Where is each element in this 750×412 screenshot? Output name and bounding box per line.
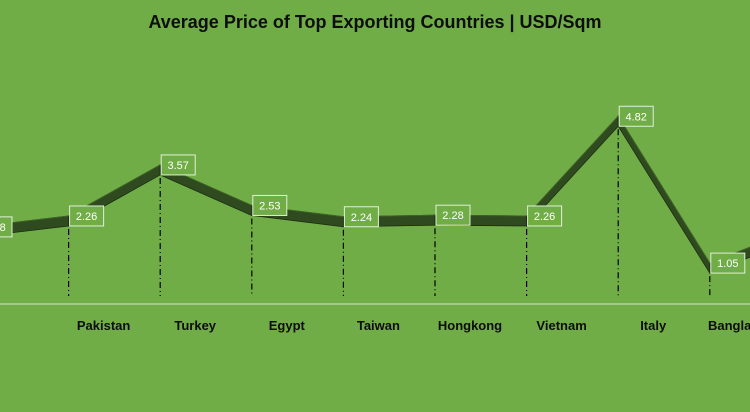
data-label-value: 2.53	[259, 200, 280, 212]
data-label-6: 2.26	[527, 205, 563, 227]
data-label-2: 3.57	[160, 154, 196, 176]
data-label-value: 2.28	[442, 210, 463, 222]
data-label-value: 2.24	[351, 212, 372, 224]
data-label-box	[435, 204, 471, 226]
data-label-0: 1.98	[0, 216, 13, 238]
data-label-box	[343, 206, 379, 228]
category-labels: Pakistan Turkey Egypt Taiwan Hongkong Vietnam…	[77, 318, 750, 333]
category-label-6: Vietnam	[536, 318, 586, 333]
data-label-7: 4.82	[618, 105, 654, 127]
data-label-box	[710, 252, 746, 274]
data-label-8: 1.05	[710, 252, 746, 274]
data-label-value: 3.57	[167, 160, 188, 172]
data-label-value: 1.98	[0, 222, 6, 234]
data-label-box	[69, 205, 105, 227]
category-label-2: Turkey	[174, 318, 216, 333]
series-segment-top-7	[617, 115, 711, 264]
data-label-3: 2.53	[252, 194, 288, 216]
series-ribbon	[0, 114, 750, 275]
data-labels: 1.982.263.572.532.242.282.264.821.051.98	[0, 105, 746, 274]
series-segment-7	[617, 114, 711, 275]
chart-title: Average Price of Top Exporting Countries…	[148, 12, 601, 32]
data-label-5: 2.28	[435, 204, 471, 226]
category-label-4: Taiwan	[357, 318, 400, 333]
data-label-value: 2.26	[76, 211, 97, 223]
data-label-box	[527, 205, 563, 227]
data-label-box	[252, 194, 288, 216]
category-label-7: Italy	[640, 318, 667, 333]
data-label-box	[0, 216, 13, 238]
data-label-1: 2.26	[69, 205, 105, 227]
category-label-3: Egypt	[269, 318, 306, 333]
series-segment-top-0	[0, 215, 69, 225]
data-label-4: 2.24	[343, 206, 379, 228]
data-label-box	[618, 105, 654, 127]
data-label-box	[160, 154, 196, 176]
data-label-value: 1.05	[717, 258, 738, 270]
data-label-value: 2.26	[534, 211, 555, 223]
data-label-value: 4.82	[625, 111, 646, 123]
droplines	[67, 116, 711, 296]
category-label-1: Pakistan	[77, 318, 131, 333]
series-segment-top-6	[526, 115, 619, 217]
category-label-8: Bangladesh	[708, 318, 750, 333]
category-label-5: Hongkong	[438, 318, 502, 333]
